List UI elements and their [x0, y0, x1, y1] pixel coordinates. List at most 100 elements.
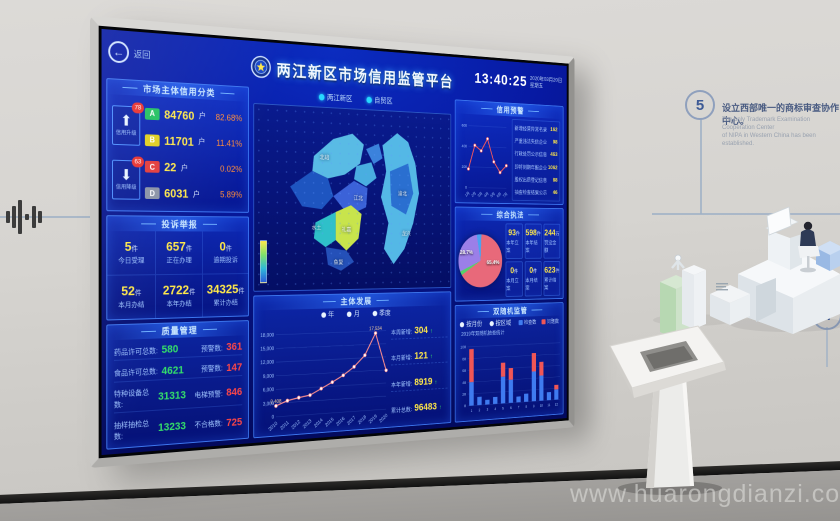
- warning-item-value: 98: [552, 139, 558, 146]
- svg-text:2017: 2017: [346, 415, 356, 426]
- complaint-label: 今日受理: [118, 257, 145, 266]
- warning-list-item[interactable]: 行政处罚公示信息 463: [515, 150, 558, 159]
- warning-item-label: 行政处罚公示信息: [514, 152, 547, 159]
- svg-text:12,000: 12,000: [260, 360, 274, 366]
- quality-row: 药品许可总数: 580 预警数: 361: [113, 339, 243, 362]
- legend-swatch: [518, 319, 523, 325]
- map-district-label: 礼嘉: [341, 228, 352, 234]
- svg-text:18,000: 18,000: [260, 333, 274, 339]
- warning-value: 361: [226, 341, 243, 354]
- wall-illustration: [638, 182, 840, 339]
- warning-item-label: 股权出质登记信息: [514, 177, 547, 184]
- period-option-1[interactable]: 月: [346, 309, 360, 319]
- enforcement-tile: 0件 本月结案: [524, 261, 542, 297]
- district-map[interactable]: 北碚 渝北 江北 水土 礼嘉 龙兴 鱼复: [253, 102, 452, 292]
- development-stat: 本月新增: 121 ↑: [391, 349, 448, 366]
- warning-list-item[interactable]: 即将到期年报企业 1062: [515, 162, 558, 171]
- complaint-label: 累计办结: [213, 299, 238, 308]
- quality-value: 31313: [158, 389, 186, 404]
- tab-label: 自贸区: [374, 96, 393, 106]
- complaint-cell: 5件 今日受理: [107, 231, 156, 276]
- stat-value: 8919: [414, 376, 433, 388]
- grade-count: 22: [164, 160, 177, 175]
- period-option-2[interactable]: 季度: [372, 308, 391, 318]
- tile-value: 0件: [510, 266, 519, 276]
- warning-list-item[interactable]: 抽查检查结果公示 46: [515, 188, 558, 197]
- warning-item-value: 463: [550, 151, 558, 159]
- legend-swatch: [541, 318, 546, 324]
- stat-label: 本周新增:: [391, 329, 413, 337]
- period-option-0[interactable]: 年: [320, 309, 335, 319]
- map-color-legend: [260, 240, 267, 284]
- period-label: 年: [328, 310, 335, 319]
- grade-percent: 0.02%: [220, 164, 243, 175]
- svg-text:6月: 6月: [496, 191, 502, 199]
- map-tab-0[interactable]: 两江新区: [318, 91, 352, 105]
- radio-dot-icon: [459, 321, 465, 327]
- svg-text:20: 20: [462, 392, 466, 397]
- inspection-toggle-0[interactable]: 按月份: [459, 319, 482, 329]
- quality-value: 13233: [158, 420, 186, 434]
- svg-text:12: 12: [555, 402, 559, 406]
- warning-list-item[interactable]: 股权出质登记信息 88: [515, 175, 558, 184]
- complaint-cell: 657件 正在办理: [155, 231, 203, 275]
- svg-text:600: 600: [462, 123, 468, 128]
- svg-text:3: 3: [487, 407, 489, 411]
- complaint-unit: 件: [225, 246, 232, 253]
- enforcement-stat-tiles: 93件 本年立案 598件 本年结案 244万 罚没金额 0件 本月立案 0件 本月结案 623件累…: [505, 223, 561, 297]
- inspection-toggle-1[interactable]: 按区域: [489, 318, 511, 328]
- svg-text:80: 80: [462, 357, 466, 362]
- complaint-cell: 2722件 本年办结: [155, 274, 203, 319]
- warning-item-value: 1062: [547, 164, 558, 171]
- quality-right: 电梯预警: 846: [186, 387, 242, 402]
- quality-value: 580: [161, 343, 179, 357]
- svg-text:11: 11: [547, 403, 550, 407]
- tile-value: 244万: [544, 228, 560, 238]
- credit-downgrade-tile[interactable]: 63 ⬇ 信用降级: [112, 156, 144, 200]
- svg-text:4月: 4月: [483, 191, 489, 199]
- panel-title: 投诉举报: [107, 216, 249, 232]
- map-tab-1[interactable]: 自贸区: [366, 94, 393, 107]
- stat-value: 96483: [414, 401, 437, 414]
- pie-label-minor: 28.7%: [459, 249, 474, 256]
- svg-text:2013: 2013: [302, 418, 313, 430]
- quality-right: 预警数: 147: [186, 362, 242, 376]
- kiosk-stand: [600, 318, 750, 503]
- warning-list-item[interactable]: 新增经营异常名录 162: [515, 124, 558, 134]
- warning-label: 预警数:: [201, 363, 223, 374]
- tile-label: 本月立案: [506, 278, 519, 292]
- grade-unit: 户: [198, 111, 206, 121]
- tile-value: 623件: [544, 265, 560, 276]
- legend-label: 问题数: [546, 319, 559, 325]
- wall-timeline-right: [652, 213, 840, 215]
- tile-label: 本年立案: [506, 241, 519, 254]
- complaint-cell: 52件 本月办结: [107, 274, 156, 320]
- warning-list: 新增经营异常名录 162 严重违法失信企业 98 行政处罚公示信息 463 即将到期年报企业…: [511, 118, 561, 202]
- tile-label: 本年结案: [525, 241, 538, 254]
- credit-upgrade-tile[interactable]: 78 ⬆ 信用升级: [112, 102, 144, 147]
- svg-text:2月: 2月: [471, 191, 478, 199]
- wall-step-5-badge: 5: [685, 90, 715, 120]
- svg-text:7: 7: [518, 405, 520, 409]
- radio-dot-icon: [320, 311, 326, 318]
- grade-chip: C: [144, 160, 160, 173]
- trend-up-icon: ↑: [439, 404, 442, 411]
- enforcement-tile: 244万 罚没金额: [543, 223, 561, 259]
- svg-text:3,000: 3,000: [263, 401, 274, 407]
- grade-percent: 82.68%: [215, 112, 243, 123]
- quality-left: 药品许可总数: 580: [114, 343, 186, 358]
- grade-unit: 户: [180, 163, 189, 173]
- map-district-label: 龙兴: [401, 232, 411, 238]
- back-button[interactable]: ← 返回: [108, 40, 150, 65]
- enforcement-pie-chart: 65.4% 28.7%: [454, 229, 506, 292]
- svg-text:0: 0: [272, 415, 275, 421]
- enforcement-tile: 0件本月立案: [505, 261, 523, 297]
- tile-value: 598件: [525, 228, 541, 238]
- quality-rows: 药品许可总数: 580 预警数: 361 食品许可总数: 4621 预警数: 147 特种设备总…: [107, 335, 248, 448]
- svg-text:3月: 3月: [477, 191, 484, 199]
- panel-complaints: 投诉举报 5件 今日受理 657件 正在办理 0件 逾期投诉 52件 本月办结 2722件 本年办…: [106, 215, 250, 321]
- warning-item-value: 162: [550, 126, 558, 134]
- warning-list-item[interactable]: 严重违法失信企业 98: [515, 137, 558, 146]
- complaint-label: 逾期投诉: [213, 257, 238, 265]
- svg-text:9,000: 9,000: [263, 374, 274, 380]
